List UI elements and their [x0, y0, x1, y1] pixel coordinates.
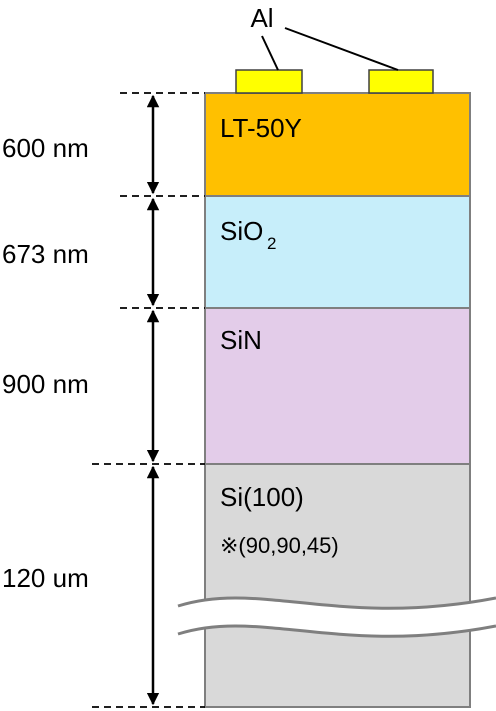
leader-line: [261, 35, 279, 71]
thickness-label: 120 um: [2, 563, 89, 593]
layer-sin: [204, 307, 471, 465]
layer-label: SiO: [220, 216, 263, 246]
layer-label-subscript: 2: [267, 234, 276, 253]
layer-label: SiN: [220, 325, 262, 355]
layer-label: LT-50Y: [220, 113, 302, 143]
al-pad: [235, 69, 303, 94]
al-pad: [368, 69, 434, 94]
break-line: [177, 596, 496, 610]
layer-label: Si(100): [220, 482, 304, 512]
thickness-label: 900 nm: [2, 369, 89, 399]
break-line: [177, 624, 496, 638]
thickness-label: 600 nm: [2, 133, 89, 163]
layer-sio2: [204, 195, 471, 309]
leader-line: [284, 27, 399, 71]
layer-lt50y: [204, 92, 471, 197]
al-label: Al: [250, 3, 273, 33]
thickness-label: 673 nm: [2, 239, 89, 269]
layer-note: ※(90,90,45): [220, 533, 339, 558]
layer-si: [204, 463, 471, 708]
